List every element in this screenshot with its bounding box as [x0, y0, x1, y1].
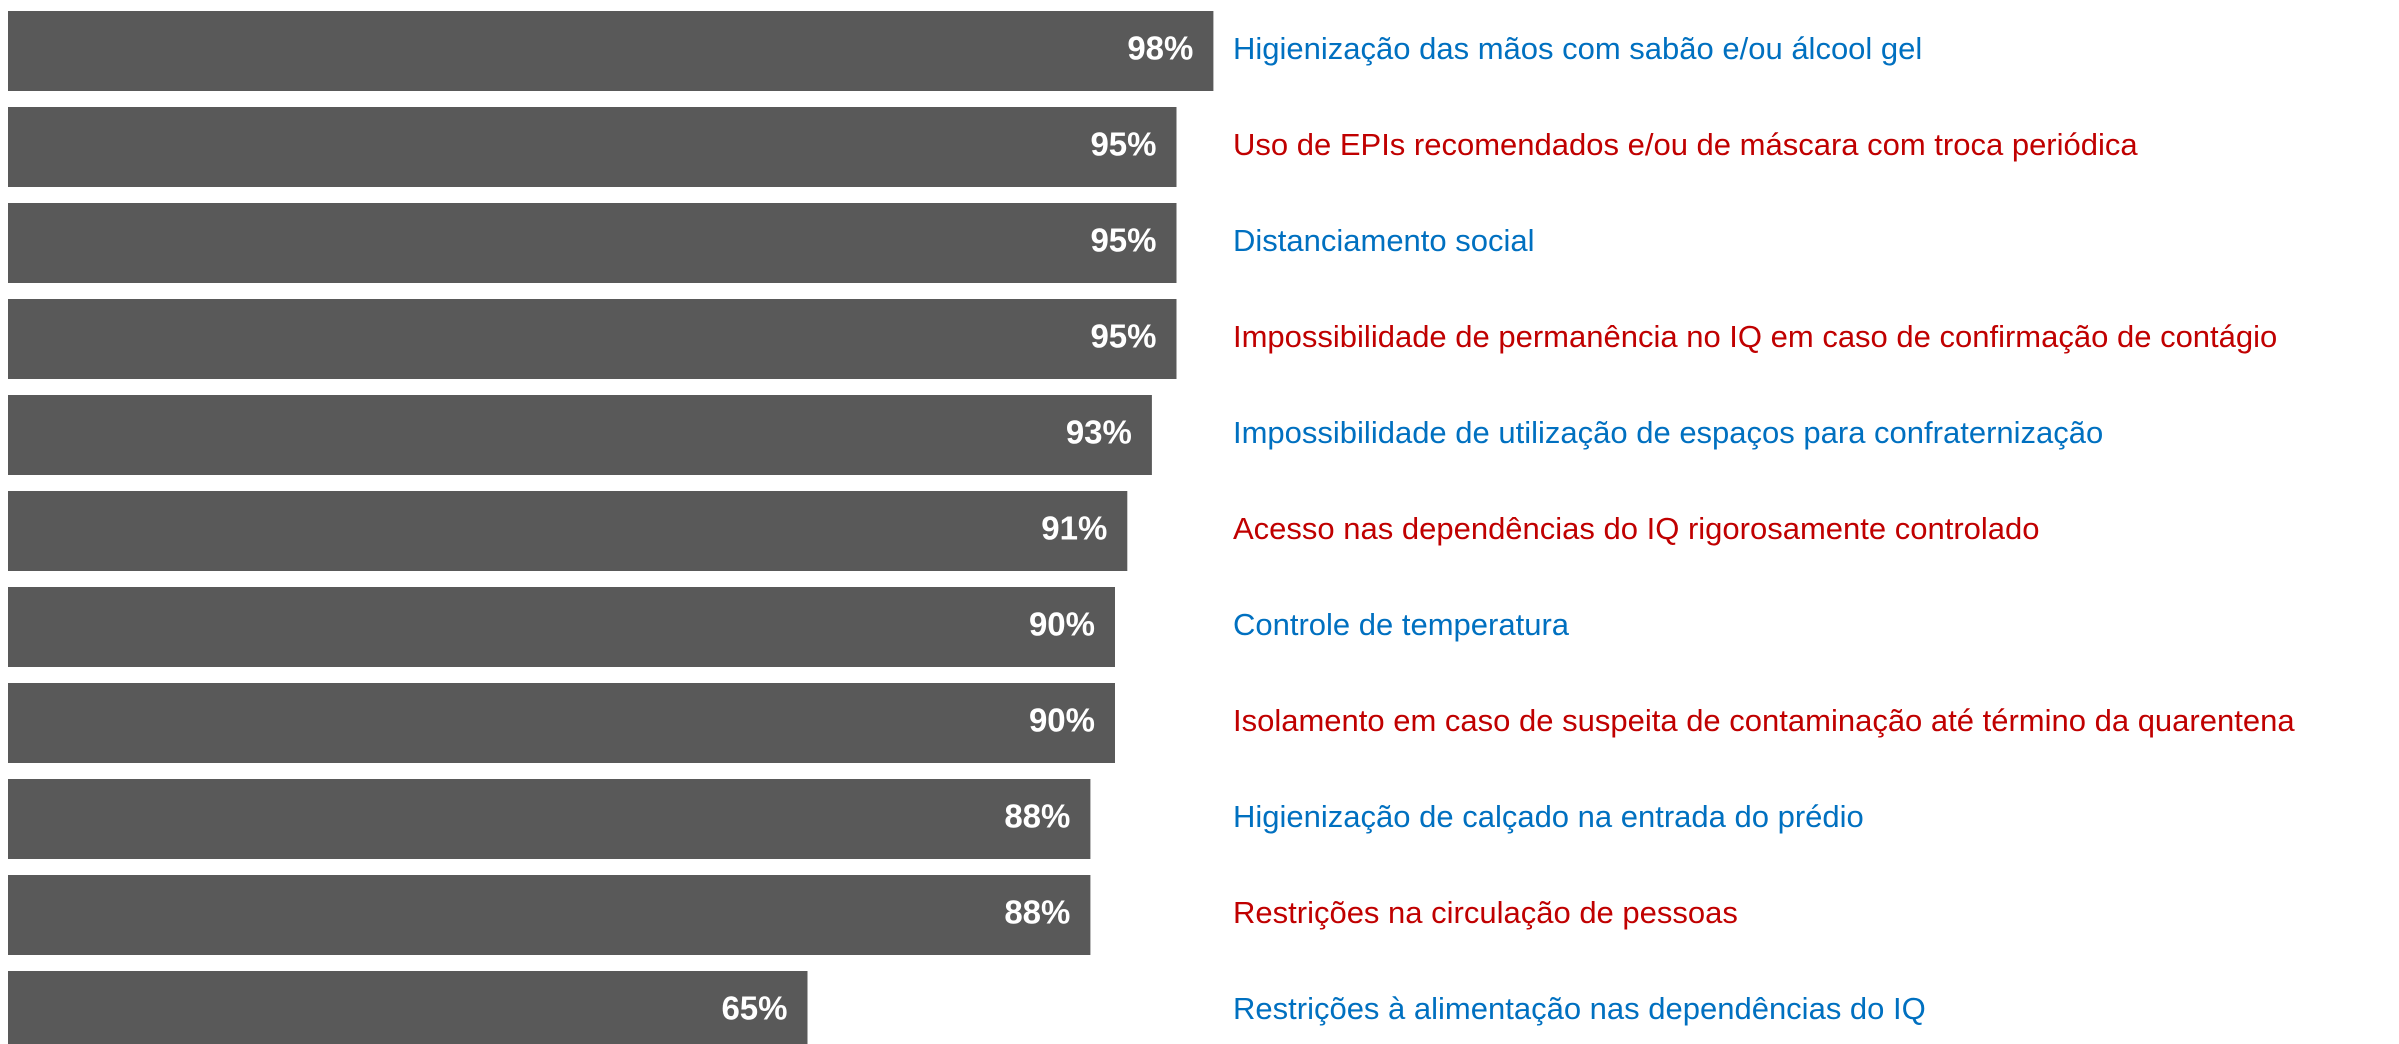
bar [8, 683, 1115, 763]
category-label: Uso de EPIs recomendados e/ou de máscara… [1233, 127, 2138, 162]
bar [8, 491, 1128, 571]
data-label: 88% [1004, 798, 1070, 835]
category-label: Isolamento em caso de suspeita de contam… [1233, 703, 2295, 738]
data-label: 98% [1127, 30, 1193, 67]
bar [8, 203, 1177, 283]
data-label: 65% [721, 990, 787, 1027]
data-label: 95% [1090, 222, 1156, 259]
data-label: 95% [1090, 126, 1156, 163]
bar [8, 779, 1091, 859]
bar [8, 875, 1091, 955]
category-label: Higienização de calçado na entrada do pr… [1233, 799, 1864, 834]
category-label: Restrições à alimentação nas dependência… [1233, 991, 1926, 1026]
bar [8, 11, 1214, 91]
category-label: Distanciamento social [1233, 223, 1535, 258]
data-label: 91% [1041, 510, 1107, 547]
data-label: 95% [1090, 318, 1156, 355]
category-label: Acesso nas dependências do IQ rigorosame… [1233, 511, 2040, 546]
bar [8, 395, 1152, 475]
data-label: 90% [1029, 702, 1095, 739]
bar [8, 587, 1115, 667]
category-label: Restrições na circulação de pessoas [1233, 895, 1738, 930]
data-label: 88% [1004, 894, 1070, 931]
category-label: Controle de temperatura [1233, 607, 1570, 642]
bar [8, 299, 1177, 379]
bar [8, 107, 1177, 187]
category-label: Impossibilidade de permanência no IQ em … [1233, 319, 2277, 354]
category-label: Higienização das mãos com sabão e/ou álc… [1233, 31, 1922, 66]
bar [8, 971, 808, 1044]
data-label: 93% [1066, 414, 1132, 451]
data-label: 90% [1029, 606, 1095, 643]
category-label: Impossibilidade de utilização de espaços… [1233, 415, 2103, 450]
